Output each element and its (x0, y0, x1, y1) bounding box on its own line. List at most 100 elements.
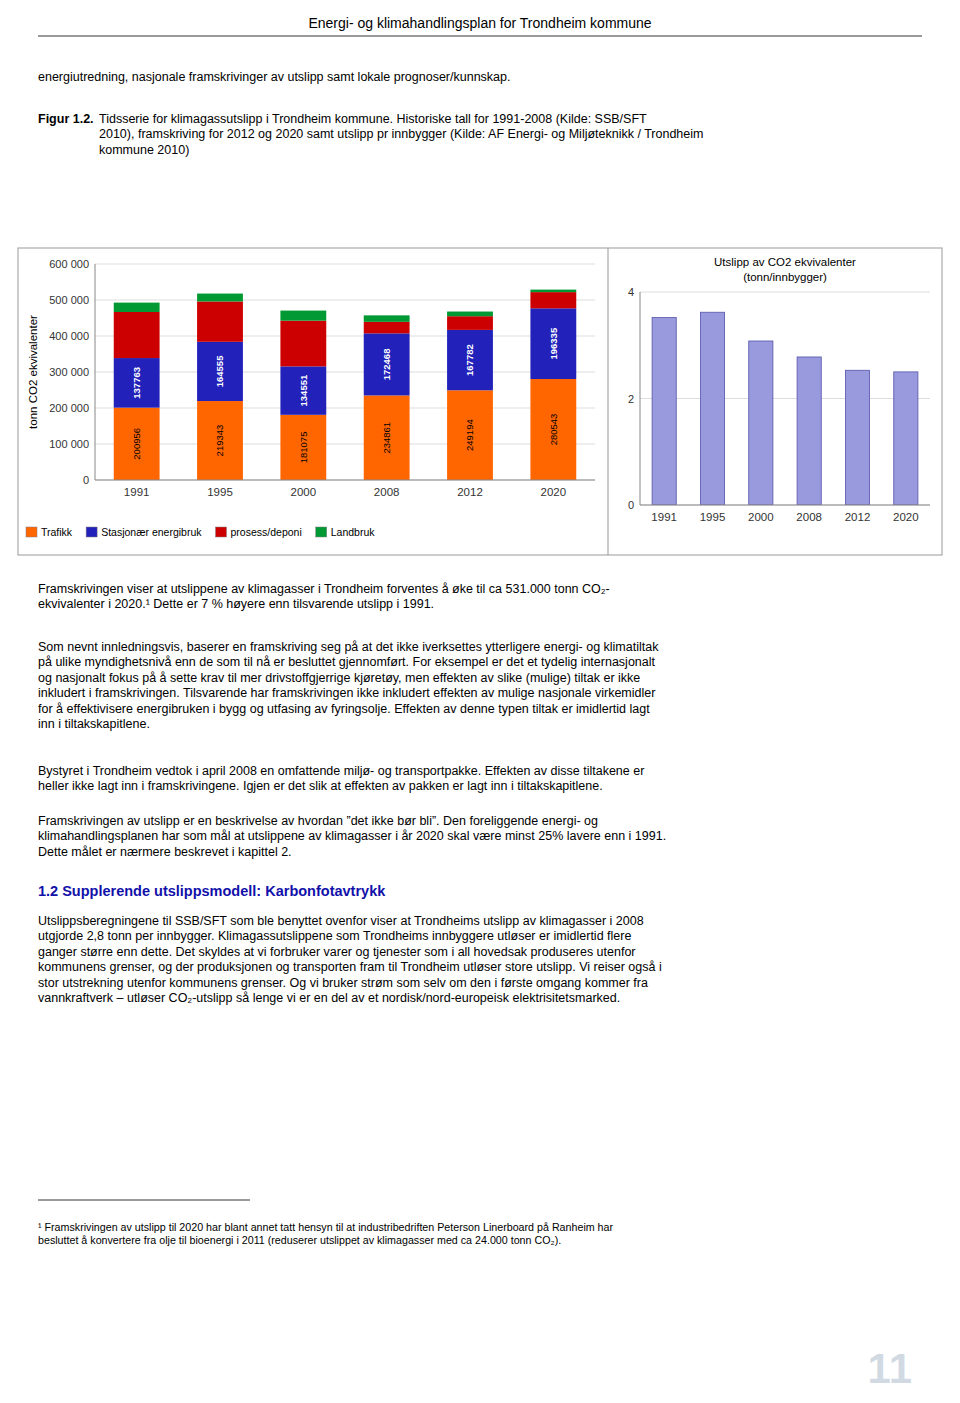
bar-segment (197, 401, 243, 480)
x-tick-label: 2008 (796, 511, 822, 523)
body-text: kommune 2010) (99, 143, 189, 157)
body-text: Utslippsberegningene til SSB/SFT som ble… (38, 914, 644, 928)
bar-segment (114, 358, 160, 408)
body-text: ekvivalenter i 2020.¹ Dette er 7 % høyer… (38, 597, 434, 611)
data-label: 234861 (381, 422, 392, 454)
grid-line (95, 480, 595, 481)
x-tick-label: 2000 (748, 511, 774, 523)
data-label: 219343 (215, 425, 226, 457)
bar-segment (280, 321, 326, 367)
x-tick-label: 1995 (700, 511, 726, 523)
y-tick-label: 200 000 (49, 402, 89, 414)
bar-segment (364, 333, 410, 395)
chart-frame (18, 248, 942, 555)
body-text: 2010), framskriving for 2012 og 2020 sam… (99, 127, 703, 141)
bar-segment (197, 342, 243, 401)
legend-label: prosess/deponi (231, 526, 302, 538)
body-text: og nasjonalt fokus på å sette krav til m… (38, 671, 640, 685)
data-labels: 2009562193431810752348612491942805431377… (131, 327, 559, 463)
data-label: 172468 (381, 349, 392, 381)
body-text: på ulike myndighetsnivå enn de som til n… (38, 655, 656, 669)
x-tick-label: 2012 (457, 486, 483, 498)
y-axis (95, 264, 96, 480)
legend-label: Landbruk (331, 526, 376, 538)
body-text: utgjorde 2,8 tonn per innbygger. Klimaga… (38, 929, 631, 943)
grid-line (95, 372, 595, 373)
grid-line (95, 264, 595, 265)
body-text: ¹ Framskrivingen av utslipp til 2020 har… (38, 1221, 614, 1233)
y-tick-label: 300 000 (49, 366, 89, 378)
page: Energi- og klimahandlingsplan for Trondh… (0, 0, 960, 1403)
x-axis (95, 480, 595, 481)
chart-subtitle: (tonn/innbygger) (743, 271, 827, 283)
x-tick-label: 2012 (845, 511, 871, 523)
data-label: 181075 (298, 432, 309, 464)
body-text: Dette målet er nærmere beskrevet i kapit… (38, 845, 292, 859)
caption-label: Figur 1.2. (38, 112, 94, 126)
bar-segment (530, 290, 576, 293)
y-tick-label: 2 (628, 393, 634, 405)
bar (797, 357, 821, 505)
header-rule (38, 36, 922, 37)
x-axis (640, 505, 930, 506)
footnote-rule (38, 1200, 250, 1201)
x-tick-label: 2020 (893, 511, 919, 523)
legend-swatch (86, 527, 97, 537)
section-heading: 1.2 Supplerende utslippsmodell: Karbonfo… (38, 883, 386, 899)
bar (652, 318, 676, 505)
body-text: stor utstrekning utenfor kommunens grens… (38, 976, 648, 990)
bars (652, 312, 918, 505)
body-text: besluttet å konvertere fra olje til bioe… (38, 1234, 561, 1246)
x-tick-label: 2020 (541, 486, 567, 498)
y-tick-label: 600 000 (49, 258, 89, 270)
bar-segment (197, 294, 243, 302)
grid-line (640, 292, 930, 293)
legend-label: Trafikk (41, 526, 73, 538)
bar-segment (447, 330, 493, 390)
body-text: Som nevnt innledningsvis, baserer en fra… (38, 640, 659, 654)
bar-segment (530, 308, 576, 379)
body-text: ganger større enn dette. Det skyldes at … (38, 945, 636, 959)
body-text: inkludert i framskrivingen. Tilsvarende … (38, 686, 655, 700)
x-tick-label: 1991 (124, 486, 150, 498)
y-tick-label: 100 000 (49, 438, 89, 450)
body-text: heller ikke lagt inn i framskrivingene. … (38, 779, 603, 793)
y-tick-label: 0 (83, 474, 89, 486)
bars (114, 290, 577, 480)
chart: 0100 000200 000300 000400 000500 000600 … (26, 258, 595, 538)
data-label: 200956 (131, 428, 142, 460)
body-text: Bystyret i Trondheim vedtok i april 2008… (38, 764, 644, 778)
body-text: energiutredning, nasjonale framskrivinge… (38, 70, 510, 84)
bar-segment (280, 311, 326, 321)
body-text: klimahandlingsplanen har som mål at utsl… (38, 829, 666, 843)
bar (749, 341, 773, 505)
bar (845, 370, 869, 505)
bar-segment (114, 408, 160, 480)
bar (700, 312, 724, 505)
background (0, 0, 960, 1403)
bar (894, 372, 918, 505)
grid-line (95, 336, 595, 337)
y-tick-label: 0 (628, 499, 634, 511)
bar-segment (280, 366, 326, 414)
x-tick-label: 1995 (207, 486, 233, 498)
bar-segment (447, 390, 493, 480)
body-text: Framskrivingen viser at utslippene av kl… (38, 582, 610, 596)
y-tick-label: 4 (628, 286, 634, 298)
x-tick-label: 1991 (651, 511, 677, 523)
legend-swatch (26, 527, 37, 537)
body-text: vannkraftverk – utløser CO₂-utslipp så l… (38, 991, 620, 1005)
body-text: inn i tiltakskapitlene. (38, 717, 150, 731)
grid-line (95, 408, 595, 409)
bar-segment (280, 415, 326, 480)
y-axis-label: tonn CO2 ekvivalenter (27, 315, 39, 429)
legend-label: Stasjonær energibruk (101, 526, 202, 538)
data-label: 134551 (298, 374, 309, 406)
grid-line (95, 444, 595, 445)
bar-segment (447, 316, 493, 330)
grid-line (95, 300, 595, 301)
bar-segment (530, 379, 576, 480)
data-label: 167782 (465, 344, 476, 376)
legend: Trafikk Stasjonær energibruk prosess/depon… (26, 526, 375, 538)
legend-swatch (216, 527, 227, 537)
